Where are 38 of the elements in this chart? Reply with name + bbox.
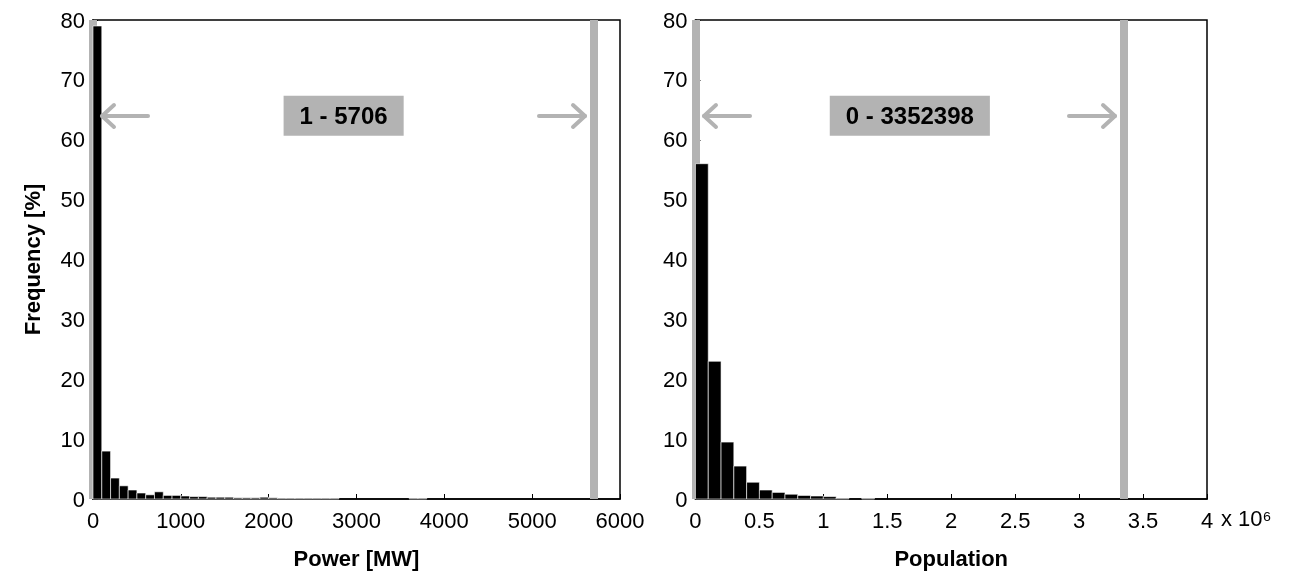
- y-tick-label: 70: [662, 67, 688, 93]
- y-tick-label: 0: [675, 486, 688, 512]
- y-tick-label: 30: [60, 306, 85, 332]
- x-axis-title: Power [MW]: [293, 545, 420, 571]
- y-tick-label: 40: [60, 247, 85, 272]
- x-tick-label: 3.5: [1127, 507, 1159, 533]
- x-axis-title: Population: [894, 545, 1009, 571]
- y-tick-label: 20: [662, 366, 688, 392]
- x-tick-label: 2000: [244, 507, 294, 533]
- y-tick-label: 80: [662, 7, 688, 33]
- x-tick-label: 2: [945, 507, 958, 533]
- y-tick-label: 60: [60, 127, 85, 153]
- y-tick-label: 80: [60, 7, 85, 33]
- x-tick-label: 1: [817, 507, 830, 533]
- y-tick-label: 30: [662, 306, 688, 332]
- x-tick-label: 3000: [332, 507, 381, 533]
- y-tick-label: 60: [662, 127, 688, 153]
- y-axis-title: Frequency [%]: [19, 183, 45, 336]
- x-tick-label: 2.5: [999, 507, 1031, 533]
- y-tick-label: 70: [60, 67, 85, 93]
- annotation: 1 - 5706: [299, 102, 388, 130]
- y-tick-label: 50: [662, 187, 688, 213]
- x-tick-label: 4000: [419, 507, 469, 533]
- x-tick-label: 0.5: [744, 507, 775, 533]
- y-tick-label: 40: [662, 247, 688, 272]
- y-tick-label: 10: [662, 426, 688, 452]
- y-tick-label: 20: [60, 366, 85, 392]
- x-tick-label: 1000: [156, 507, 206, 533]
- x-tick-label: 3: [1072, 507, 1086, 533]
- y-tick-label: 0: [72, 486, 85, 512]
- x-tick-label: 1.5: [872, 507, 903, 533]
- y-tick-label: 50: [60, 187, 85, 213]
- annotation: 0 - 3352398: [845, 102, 974, 130]
- x-tick-label: 5000: [507, 507, 557, 533]
- x-tick-label: 6000: [595, 507, 645, 533]
- text: x 10⁶: [1221, 505, 1272, 531]
- x-tick-label: 4: [1200, 507, 1214, 533]
- y-tick-label: 10: [60, 426, 85, 452]
